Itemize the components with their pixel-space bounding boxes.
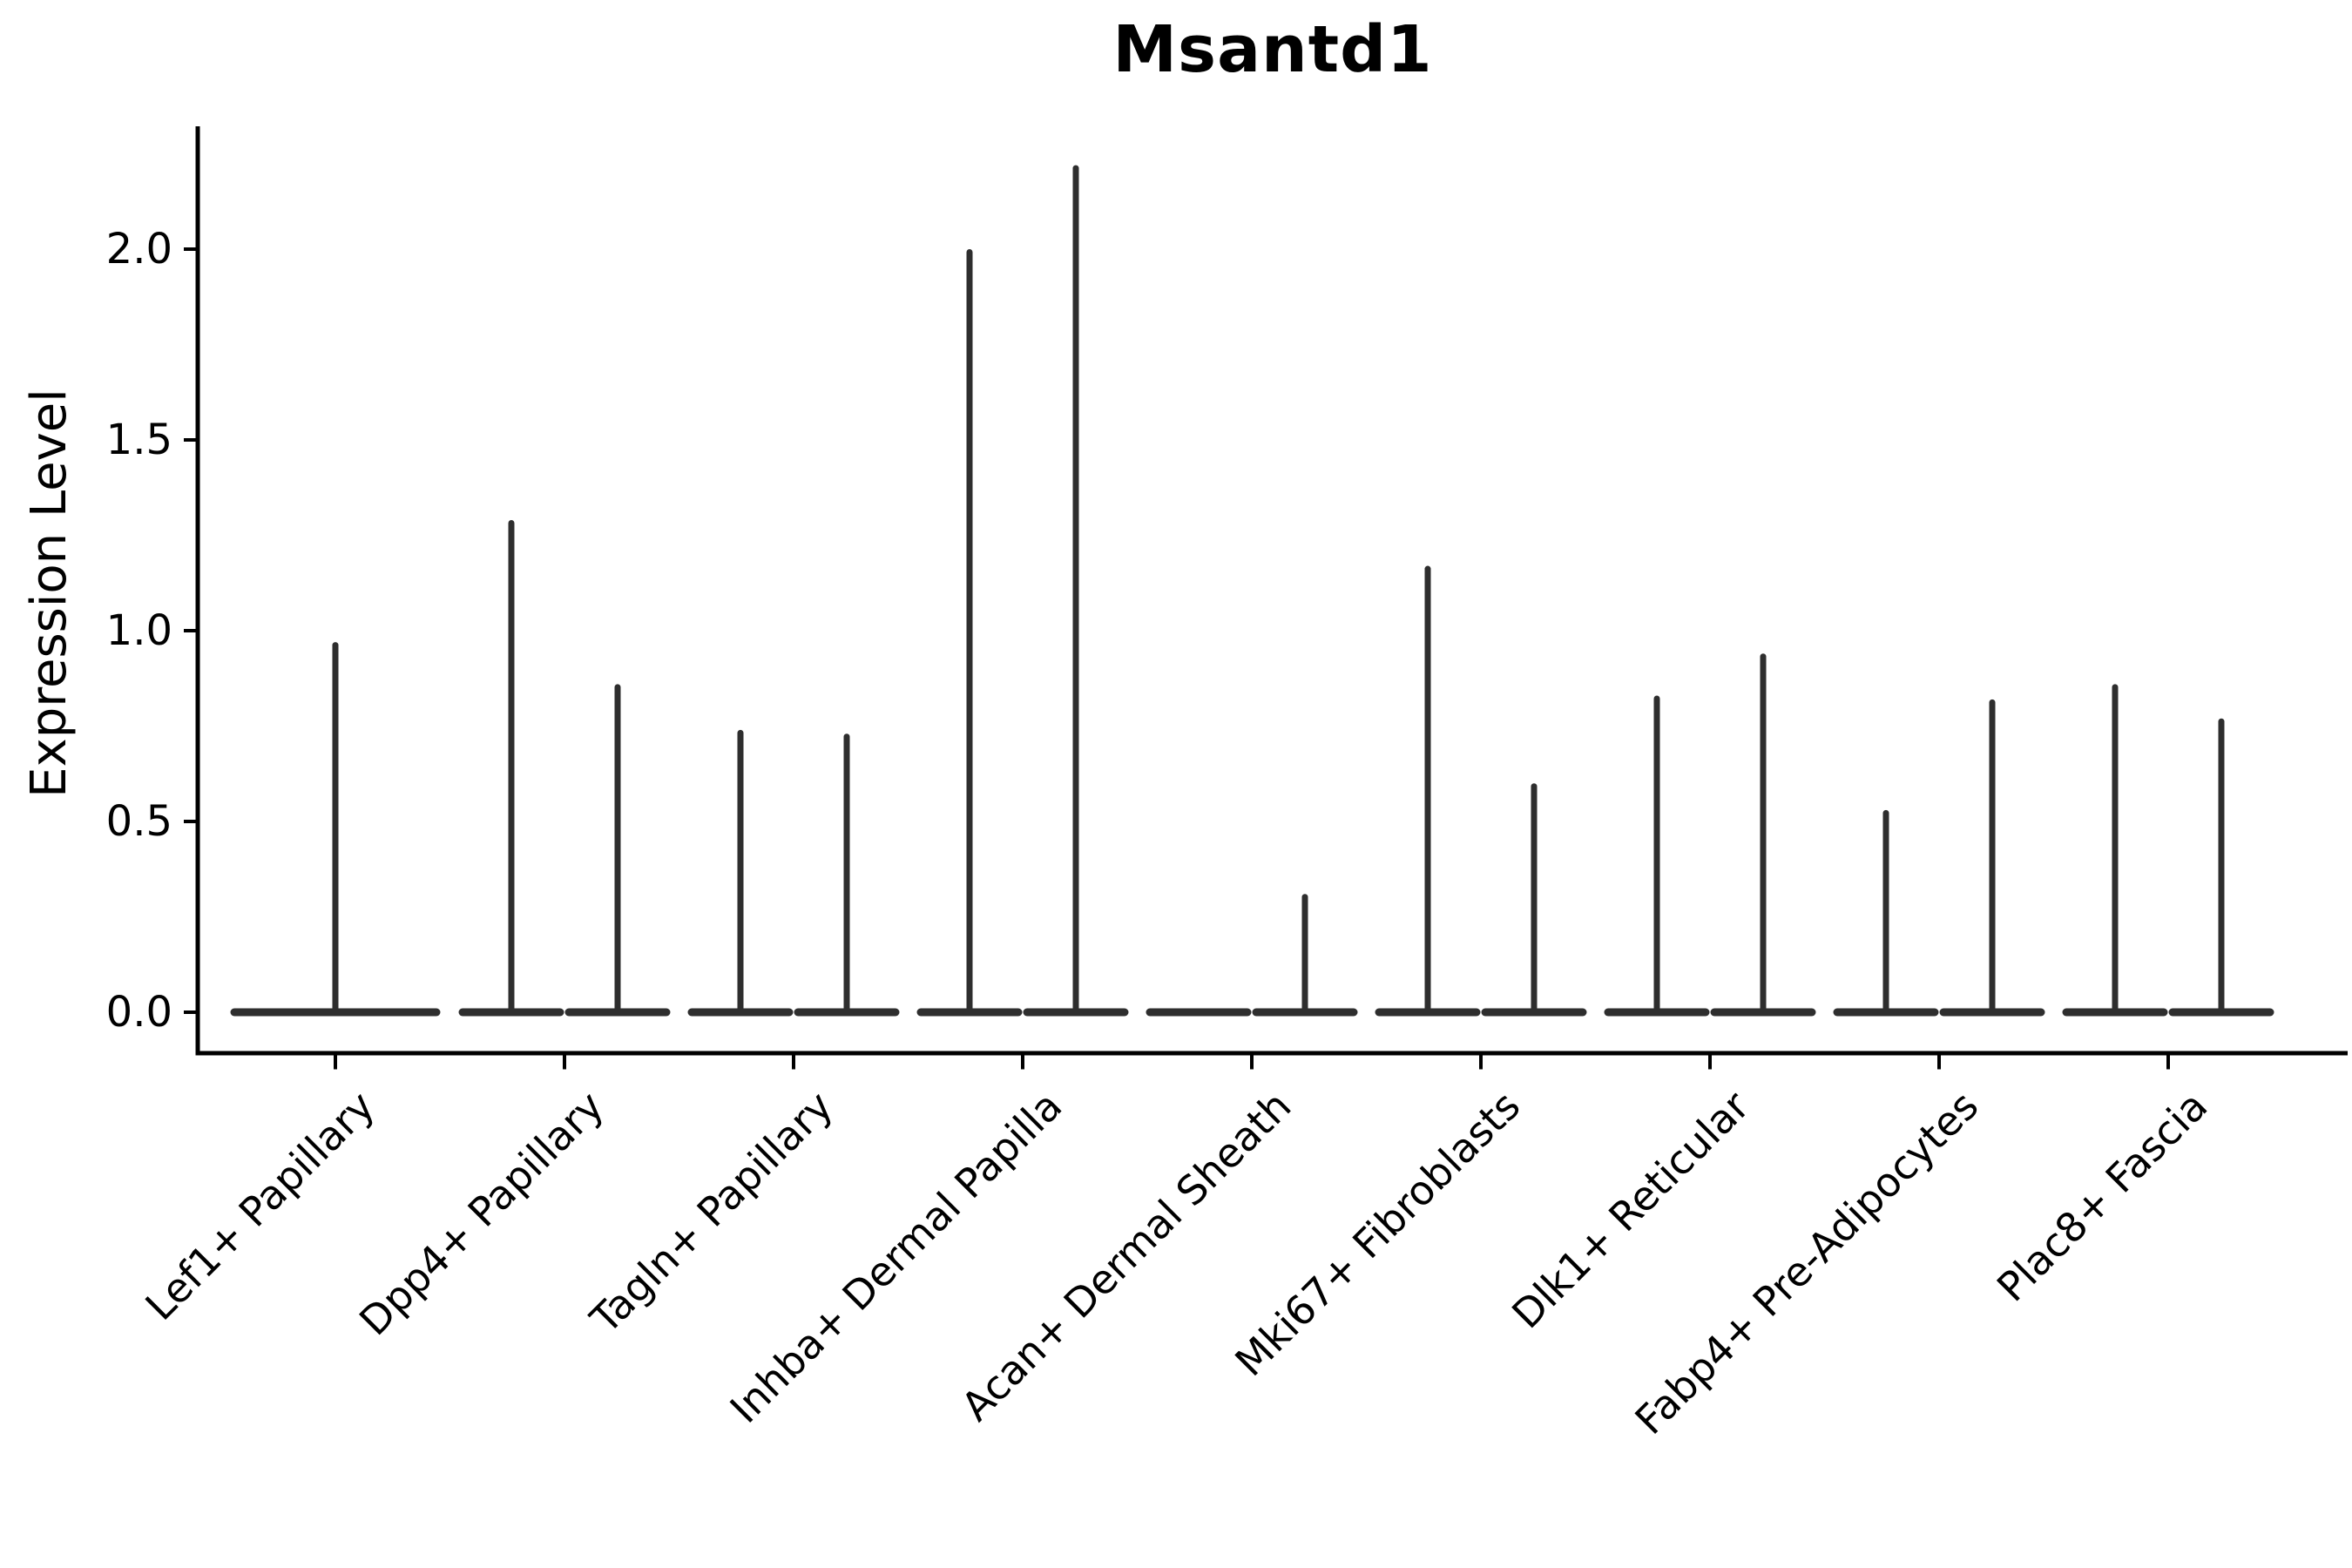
violin-spike [2218,718,2225,1017]
violin-spike [1531,783,1538,1017]
violin-spike [966,249,973,1017]
x-tick-mark [1250,1055,1254,1070]
x-tick-mark [792,1055,795,1070]
y-axis-spine [195,126,200,1056]
violin-spike [332,642,339,1017]
y-tick-mark [184,1010,198,1014]
plot-title: Msantd1 [1112,12,1433,87]
y-tick-mark [184,820,198,823]
y-tick-label: 0.0 [105,988,172,1037]
y-tick-label: 0.5 [105,797,172,846]
x-tick-mark [1479,1055,1483,1070]
violin-spike [508,519,515,1017]
violin-spike [614,684,621,1017]
x-axis-spine [195,1051,2348,1056]
x-tick-mark [1708,1055,1712,1070]
y-tick-mark [184,438,198,442]
violin-base [1146,1008,1252,1017]
y-tick-label: 2.0 [105,225,172,274]
x-tick-mark [1937,1055,1941,1070]
violin-spike [1653,695,1660,1017]
y-tick-mark [184,629,198,632]
violin-spike [1072,165,1079,1017]
violin-spike [1424,565,1431,1017]
x-tick-mark [2166,1055,2170,1070]
violin-spike [1989,699,1996,1017]
violin-spike [1301,894,1308,1017]
y-tick-mark [184,247,198,251]
x-tick-mark [1021,1055,1024,1070]
violin-spike [1760,653,1767,1017]
violin-spike [843,733,850,1017]
violin-spike [1882,809,1889,1017]
y-tick-label: 1.0 [105,606,172,655]
x-tick-mark [563,1055,566,1070]
x-tick-mark [334,1055,337,1070]
violin-spike [2112,684,2119,1017]
violin-spike [737,729,744,1017]
y-tick-label: 1.5 [105,416,172,464]
